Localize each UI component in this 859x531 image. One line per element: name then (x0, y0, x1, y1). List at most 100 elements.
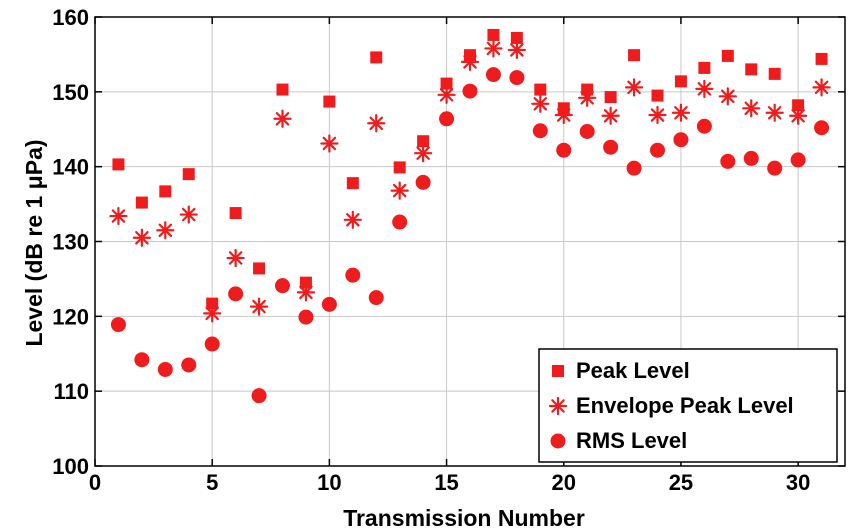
data-point-circle (462, 83, 478, 99)
legend: Peak Level Envelope Peak Level RMS Level (538, 348, 838, 463)
data-point-asterisk (320, 134, 339, 153)
data-point-square (745, 63, 758, 76)
x-tick-label: 0 (89, 470, 101, 495)
data-point-asterisk (601, 106, 620, 125)
data-point-square (229, 207, 242, 220)
x-tick-label: 10 (317, 470, 341, 495)
legend-box (538, 348, 838, 463)
legend-label-rms: RMS Level (576, 428, 687, 453)
data-point-asterisk (531, 94, 550, 113)
data-point-square (206, 297, 219, 310)
data-point-asterisk (367, 114, 386, 133)
data-point-asterisk (249, 297, 269, 316)
data-point-square (534, 83, 547, 96)
data-point-asterisk (437, 85, 456, 104)
data-point-square (135, 196, 148, 209)
data-point-asterisk (507, 40, 526, 60)
data-point-square (182, 168, 195, 181)
y-axis-label: Level (dB re 1 μPa) (21, 139, 47, 346)
data-point-square (487, 28, 500, 41)
data-point-circle (603, 139, 619, 155)
data-point-asterisk (179, 205, 198, 224)
data-point-square (815, 52, 828, 65)
data-point-circle (157, 361, 173, 377)
data-point-asterisk (742, 99, 761, 118)
data-point-circle (556, 142, 572, 158)
data-point-square (276, 83, 289, 96)
legend-label-peak: Peak Level (576, 358, 690, 383)
data-point-asterisk (695, 79, 714, 98)
data-markers (109, 28, 831, 404)
data-point-circle (110, 317, 126, 333)
data-point-circle (485, 67, 501, 83)
data-point-square (698, 61, 711, 74)
data-point-square (768, 67, 781, 80)
data-point-circle (439, 111, 455, 127)
data-point-square (651, 89, 664, 102)
data-point-circle (509, 70, 525, 86)
y-tick-label: 130 (52, 230, 89, 255)
data-point-asterisk (296, 283, 316, 302)
data-point-circle (181, 357, 197, 373)
data-point-square (510, 31, 523, 44)
x-tick-label: 15 (434, 470, 458, 495)
series-square (112, 28, 828, 310)
data-point-asterisk (718, 87, 737, 106)
x-tick-label: 20 (552, 470, 576, 495)
data-point-asterisk (789, 106, 808, 125)
data-point-square (628, 49, 641, 62)
data-point-asterisk (812, 78, 831, 97)
x-tick-label: 25 (669, 470, 693, 495)
data-point-asterisk (343, 210, 362, 229)
data-point-square (253, 262, 266, 275)
y-tick-label: 140 (52, 155, 89, 180)
data-point-circle (650, 142, 665, 158)
data-point-circle (790, 152, 806, 168)
data-point-circle (532, 123, 548, 139)
data-point-asterisk (203, 304, 222, 323)
data-point-asterisk (765, 103, 784, 122)
y-tick-labels: 100 110 120 130 140 150 160 (52, 5, 89, 479)
data-point-asterisk (671, 103, 691, 122)
data-point-asterisk (390, 181, 409, 200)
data-point-circle (814, 120, 830, 136)
data-point-square (323, 95, 336, 108)
data-point-asterisk (156, 221, 175, 240)
data-point-asterisk (109, 206, 128, 226)
data-point-square (370, 51, 383, 64)
data-point-asterisk (484, 39, 503, 58)
legend-marker-circle (550, 433, 566, 449)
data-point-circle (626, 160, 642, 176)
data-point-circle (415, 174, 431, 190)
y-tick-label: 110 (54, 379, 90, 404)
data-point-circle (767, 160, 783, 176)
data-point-circle (345, 267, 361, 283)
data-point-square (674, 75, 687, 88)
x-tick-label: 5 (206, 470, 218, 495)
data-point-square (721, 49, 734, 62)
series-asterisk (109, 39, 831, 323)
data-point-asterisk (554, 105, 573, 125)
data-point-asterisk (132, 228, 151, 247)
data-point-asterisk (226, 248, 245, 268)
data-point-circle (251, 388, 267, 404)
data-point-asterisk (624, 78, 644, 97)
data-point-square (346, 177, 359, 190)
data-point-circle (275, 278, 290, 294)
data-point-asterisk (273, 109, 292, 128)
data-point-square (792, 99, 805, 112)
data-point-square (417, 135, 430, 148)
data-point-circle (392, 214, 408, 230)
legend-marker-square (552, 365, 564, 377)
data-point-square (159, 185, 172, 198)
y-tick-label: 100 (52, 454, 89, 479)
data-point-circle (720, 153, 736, 169)
x-tick-labels: 0 5 10 15 20 25 30 (89, 470, 810, 495)
x-tick-label: 30 (786, 470, 810, 495)
y-tick-label: 160 (52, 5, 89, 30)
x-axis-label: Transmission Number (343, 505, 585, 531)
data-point-square (393, 161, 406, 174)
data-point-asterisk (648, 105, 667, 125)
data-point-circle (228, 286, 244, 302)
